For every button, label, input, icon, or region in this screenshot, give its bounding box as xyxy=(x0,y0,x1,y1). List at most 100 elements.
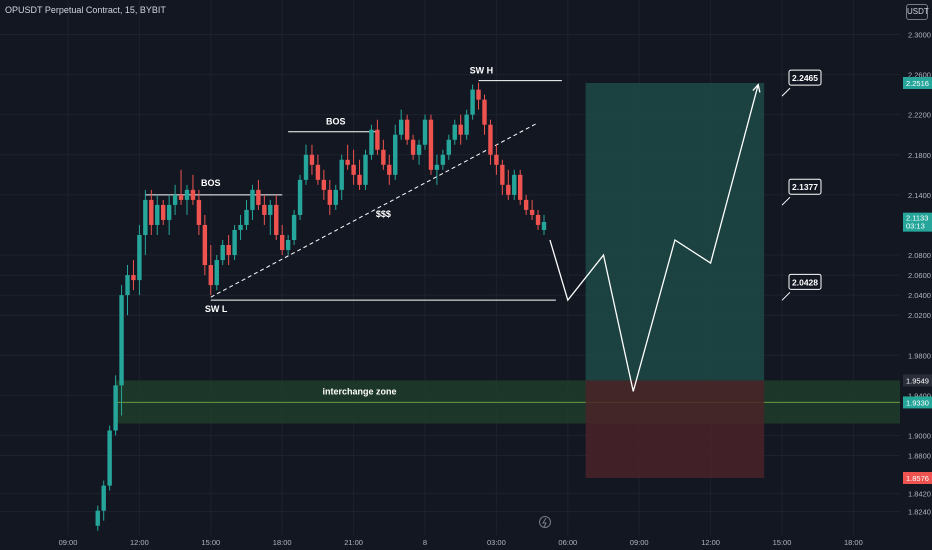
candle xyxy=(345,159,350,165)
price-box-2-value: 2.1377 xyxy=(792,182,818,192)
candle xyxy=(369,129,374,155)
chart-title: OPUSDT Perpetual Contract, 15, BYBIT xyxy=(5,5,166,15)
price-tick-label: 1.9000 xyxy=(908,431,931,440)
candle xyxy=(535,214,541,225)
candle xyxy=(208,265,213,286)
candle xyxy=(506,184,511,195)
currency-button[interactable]: USDT xyxy=(906,4,929,20)
price-tick-label: 2.2200 xyxy=(908,111,931,120)
price-axis: 2.3000 2.2600 2.2200 2.1800 2.1400 2.0800 2.06… xyxy=(900,0,932,535)
candle xyxy=(416,144,422,155)
price-label xyxy=(903,77,932,89)
candles xyxy=(95,82,547,531)
candle xyxy=(256,189,261,205)
price-box-1 xyxy=(788,69,822,86)
time-tick-label: 15:00 xyxy=(773,538,792,547)
candle xyxy=(202,224,208,266)
price-box-3-pointer xyxy=(781,291,791,301)
interchange-zone-label: interchange zone xyxy=(323,386,397,396)
candle xyxy=(500,164,505,185)
candle xyxy=(113,385,118,431)
candle xyxy=(95,510,100,526)
candle xyxy=(541,221,547,230)
time-tick-label: 8 xyxy=(423,538,427,547)
time-axis-background xyxy=(0,535,932,550)
candle xyxy=(422,119,428,145)
candle xyxy=(333,189,338,205)
candle xyxy=(387,164,392,175)
time-tick-label: 18:00 xyxy=(273,538,292,547)
price-tick-label: 2.0400 xyxy=(908,291,931,300)
annotations: BOS BOS SW H SW L $$$ interchange zone xyxy=(201,66,493,397)
replay-icon[interactable] xyxy=(539,516,551,528)
price-tick-label: 2.2600 xyxy=(908,71,931,80)
candle xyxy=(285,239,291,251)
price-tick-label: 2.1800 xyxy=(908,151,931,160)
candle xyxy=(303,154,309,180)
candle xyxy=(166,204,172,220)
candle xyxy=(297,179,303,215)
swing-high-label: SW H xyxy=(470,66,494,76)
liquidity-label: $$$ xyxy=(376,209,391,219)
candle xyxy=(464,114,469,135)
candle xyxy=(363,154,368,185)
price-tick-label: 1.8240 xyxy=(908,508,931,517)
candle xyxy=(482,99,487,125)
candle xyxy=(523,199,529,210)
candle xyxy=(280,234,285,251)
candle xyxy=(404,119,410,140)
candle xyxy=(488,124,493,155)
price-tick-label: 1.9800 xyxy=(908,351,931,360)
candle xyxy=(268,204,273,215)
price-box-3-value: 2.0428 xyxy=(792,277,818,287)
candle xyxy=(244,209,249,225)
candle xyxy=(410,139,416,155)
candle xyxy=(274,204,279,235)
current-price-label xyxy=(903,212,932,232)
price-label xyxy=(903,472,932,484)
candle xyxy=(321,179,327,190)
price-tick-label: 1.8420 xyxy=(908,490,931,499)
candle xyxy=(101,485,106,511)
price-label-value: 1.9330 xyxy=(906,398,929,407)
candle xyxy=(190,189,196,200)
candle xyxy=(512,174,517,195)
price-tick-label: 1.9400 xyxy=(908,391,931,400)
candle xyxy=(131,275,136,281)
time-tick-label: 12:00 xyxy=(701,538,720,547)
candle xyxy=(250,189,255,210)
candle xyxy=(161,204,166,220)
candle xyxy=(137,234,142,281)
candle xyxy=(458,124,463,135)
time-tick-label: 21:00 xyxy=(344,538,363,547)
price-box-1-value: 2.2465 xyxy=(792,73,818,83)
candle xyxy=(184,189,190,200)
price-label-value: 1.9549 xyxy=(906,376,929,385)
candle xyxy=(434,164,440,170)
zones xyxy=(115,83,901,478)
price-tick-label: 2.0800 xyxy=(908,251,931,260)
time-tick-label: 18:00 xyxy=(844,538,863,547)
profit-zone xyxy=(585,83,765,381)
candle xyxy=(291,214,297,240)
candle xyxy=(494,154,499,165)
loss-zone xyxy=(585,380,765,478)
candle xyxy=(452,124,457,140)
projection-line xyxy=(549,84,759,392)
candle xyxy=(125,275,130,296)
candle xyxy=(119,295,124,386)
candle xyxy=(446,139,451,155)
candle xyxy=(381,149,386,165)
candle xyxy=(399,119,404,135)
price-tick-label: 1.8800 xyxy=(908,452,931,461)
price-label xyxy=(903,396,932,409)
candle xyxy=(476,89,481,100)
time-tick-label: 09:00 xyxy=(59,538,78,547)
projected-path xyxy=(549,83,761,392)
candle xyxy=(351,164,356,175)
candle xyxy=(529,209,535,215)
time-axis: 09:00 12:00 15:00 18:00 21:00 8 03:00 06:00 09:0… xyxy=(0,535,932,550)
candle xyxy=(375,129,380,150)
liquidity-trendline xyxy=(210,122,539,298)
